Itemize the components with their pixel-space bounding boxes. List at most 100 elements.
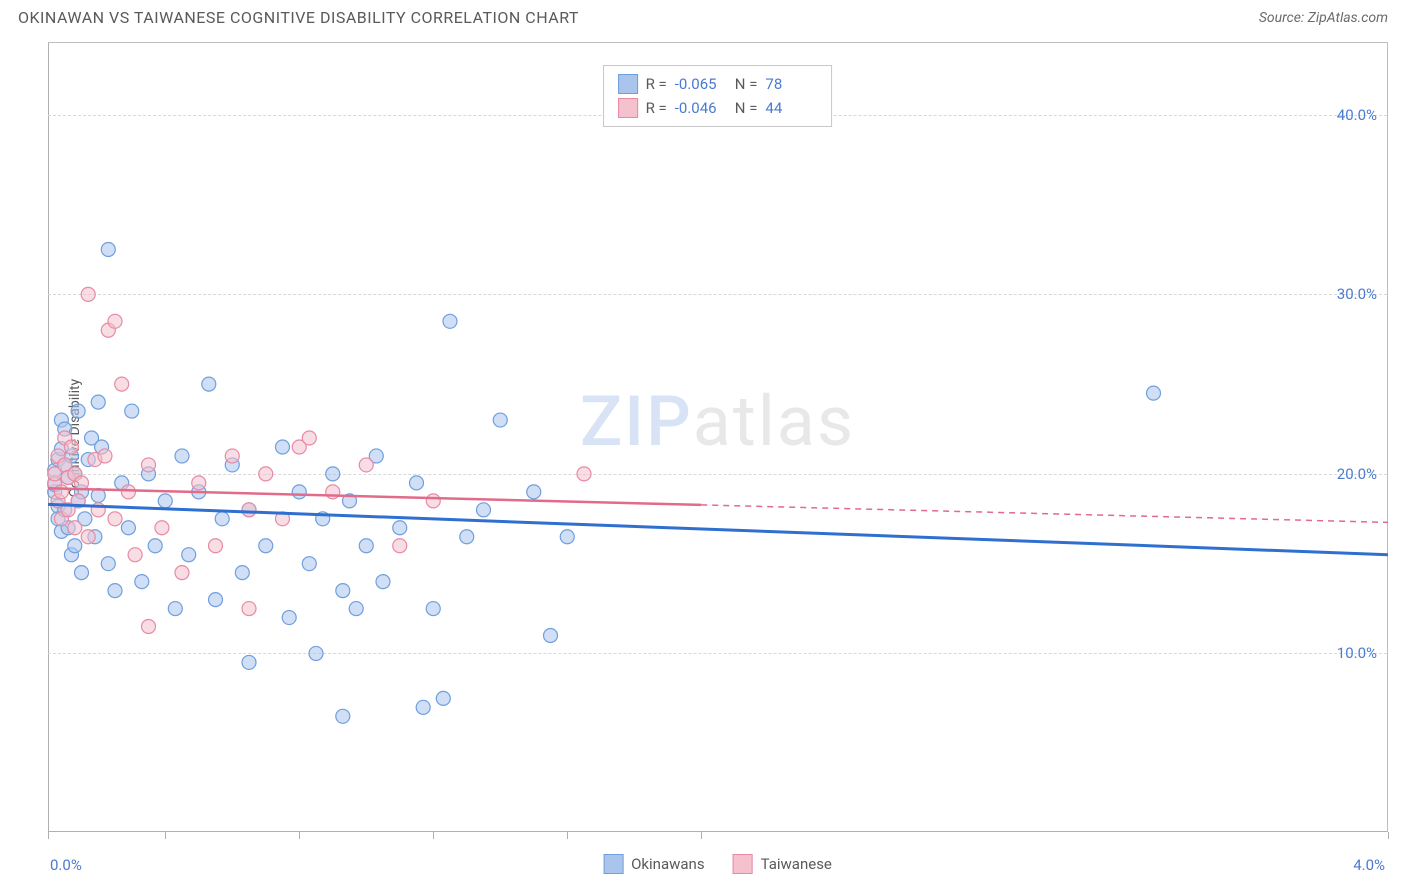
data-point [235,566,249,580]
data-point [376,575,390,589]
data-point [182,548,196,562]
regression-line [48,504,1388,554]
data-point [393,539,407,553]
stat-label: R = [646,99,667,117]
series-legend: Okinawans Taiwanese [603,854,832,874]
legend-item: Taiwanese [733,854,832,874]
data-point [121,485,135,499]
data-point [125,404,139,418]
data-point [175,566,189,580]
x-tick [165,832,166,839]
data-point [54,485,68,499]
legend-swatch [618,98,638,118]
data-point [242,602,256,616]
legend-swatch [618,74,638,94]
data-point [292,485,306,499]
data-point [142,458,156,472]
data-point [64,440,78,454]
data-point [98,449,112,463]
data-point [359,458,373,472]
data-point [410,476,424,490]
data-point [302,557,316,571]
data-point [81,530,95,544]
data-point [416,700,430,714]
data-point [168,602,182,616]
data-point [68,521,82,535]
data-point [209,539,223,553]
legend-label: Taiwanese [761,855,832,873]
data-point [282,611,296,625]
stat-n-value: 44 [765,99,817,117]
data-point [560,530,574,544]
data-point [309,646,323,660]
data-point [460,530,474,544]
data-point [259,467,273,481]
data-point [215,512,229,526]
data-point [426,494,440,508]
x-tick [48,832,49,839]
data-point [192,476,206,490]
data-point [75,566,89,580]
legend-swatch [603,854,623,874]
data-point [115,377,129,391]
data-point [142,620,156,634]
data-point [135,575,149,589]
data-point [68,539,82,553]
data-point [108,584,122,598]
data-point [302,431,316,445]
data-point [225,449,239,463]
stats-row: R = -0.046 N = 44 [618,96,818,120]
data-point [349,602,363,616]
chart-source: Source: ZipAtlas.com [1259,10,1388,26]
data-point [175,449,189,463]
data-point [101,557,115,571]
data-point [326,467,340,481]
data-point [527,485,541,499]
plot-svg [48,43,1387,832]
data-point [336,709,350,723]
stat-r-value: -0.046 [675,99,727,117]
data-point [242,655,256,669]
chart-title: OKINAWAN VS TAIWANESE COGNITIVE DISABILI… [18,8,579,27]
data-point [359,539,373,553]
data-point [121,521,135,535]
chart-area: Cognitive Disability 10.0%20.0%30.0%40.0… [48,42,1388,832]
legend-swatch [733,854,753,874]
data-point [577,467,591,481]
x-tick-max: 4.0% [1353,856,1385,874]
data-point [101,242,115,256]
stats-legend: R = -0.065 N = 78 R = -0.046 N = 44 [603,65,833,127]
data-point [477,503,491,517]
data-point [493,413,507,427]
data-point [242,503,256,517]
stat-label: N = [735,99,758,117]
data-point [108,512,122,526]
stat-n-value: 78 [765,75,817,93]
data-point [209,593,223,607]
chart-header: OKINAWAN VS TAIWANESE COGNITIVE DISABILI… [0,0,1406,31]
x-tick [701,832,702,839]
data-point [158,494,172,508]
data-point [336,584,350,598]
legend-item: Okinawans [603,854,704,874]
x-tick [1388,832,1389,839]
data-point [108,314,122,328]
data-point [128,548,142,562]
stat-label: R = [646,75,667,93]
data-point [148,539,162,553]
data-point [155,521,169,535]
data-point [81,287,95,301]
data-point [1147,386,1161,400]
x-tick-min: 0.0% [50,856,82,874]
data-point [393,521,407,535]
stats-row: R =-0.065N =78 [618,72,818,96]
regression-line-dashed [701,505,1388,522]
data-point [91,395,105,409]
data-point [259,539,273,553]
legend-label: Okinawans [631,855,704,873]
regression-line [48,488,701,505]
data-point [426,602,440,616]
data-point [443,314,457,328]
stat-r-value: -0.065 [675,75,727,93]
data-point [436,691,450,705]
